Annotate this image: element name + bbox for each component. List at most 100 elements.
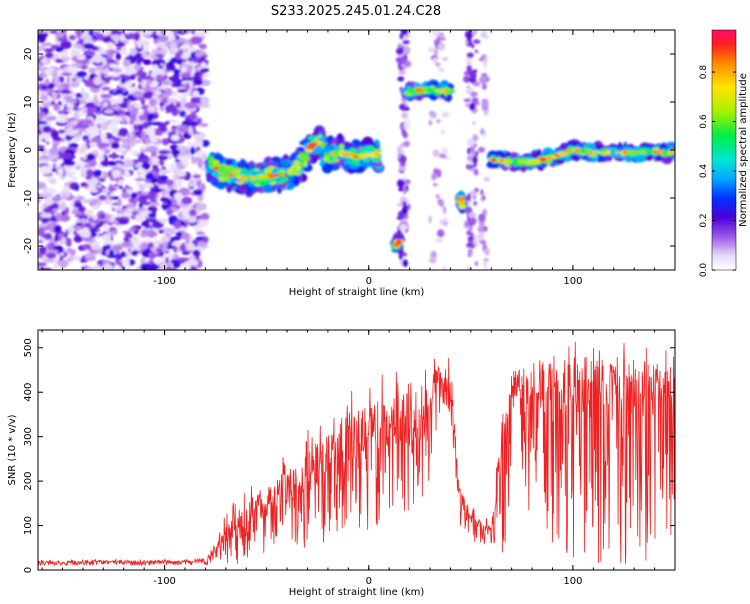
- spectrogram-cell: [59, 40, 72, 50]
- spectrogram-cell: [173, 185, 179, 190]
- spectrogram-cell: [201, 183, 206, 192]
- snr-y-tick-label: 100: [23, 516, 34, 535]
- spectrogram-cell: [173, 69, 180, 76]
- spectrogram-cell: [484, 248, 490, 256]
- spectrogram-cell: [52, 136, 62, 141]
- spectrogram-cell: [170, 241, 183, 247]
- spectrogram-cell: [175, 179, 183, 188]
- spectrogram-cell: [124, 232, 133, 239]
- spectrogram-cell: [91, 244, 101, 251]
- spectrogram-cell: [200, 212, 210, 221]
- spectrogram-cell: [106, 254, 119, 259]
- spectrogram-cell: [200, 139, 210, 147]
- spectrogram-cell: [469, 102, 476, 111]
- spectrogram-cell: [117, 198, 122, 207]
- spectrogram-cell: [196, 117, 203, 125]
- spectrogram-cell: [40, 95, 48, 101]
- spectrogram-cell: [106, 102, 113, 112]
- spectrogram-cell: [57, 259, 69, 267]
- spectrogram-cell: [129, 227, 137, 232]
- spectrogram-cell: [100, 69, 109, 74]
- spectrogram-cell: [470, 43, 475, 49]
- spectrogram-cell: [161, 138, 170, 146]
- spectrogram-cell: [80, 87, 86, 96]
- spectrogram-cell: [330, 152, 336, 156]
- spectrogram-cell: [120, 77, 126, 85]
- spectrogram-cell: [38, 144, 45, 149]
- spectrogram-cell: [142, 43, 150, 47]
- spectrogram-cell: [196, 149, 203, 159]
- spectrogram-cell: [363, 158, 368, 163]
- spectrogram-cell: [142, 30, 154, 36]
- spectrogram-cell: [86, 266, 95, 270]
- spectrogram-cell: [195, 50, 202, 58]
- snr-series-line: [38, 341, 675, 567]
- spectrogram-cell: [74, 202, 83, 208]
- spectrogram-cell: [138, 114, 145, 121]
- spectrogram-cell: [316, 140, 322, 146]
- spectrogram-cell: [73, 235, 83, 243]
- spectrogram-cell: [268, 178, 275, 183]
- spectrogram-cell: [579, 149, 588, 154]
- spectrogram-cell: [401, 128, 407, 137]
- spectrogram-cell: [431, 172, 437, 181]
- spectrogram-cell: [533, 159, 541, 163]
- spectrogram-cell: [163, 250, 170, 254]
- snr-frame: [37, 329, 676, 571]
- spectrogram-cell: [100, 122, 110, 131]
- spectrogram-cell: [99, 214, 106, 220]
- spectrogram-cell: [110, 34, 121, 41]
- spectrogram-cell: [148, 107, 157, 113]
- spectrogram-cell: [81, 118, 93, 126]
- spectrogram-cell: [158, 229, 164, 234]
- spectrogram-cell: [132, 250, 139, 255]
- spectrogram-cell: [343, 153, 353, 157]
- spectrogram-cell: [327, 145, 335, 150]
- spectrogram-cell: [373, 148, 383, 153]
- spectrogram-cell: [172, 262, 181, 268]
- spectrogram-cell: [198, 219, 210, 227]
- spectrogram-cell: [142, 182, 154, 189]
- spectrogram-cell: [466, 52, 474, 59]
- spectrogram-cell: [185, 64, 194, 71]
- spectrogram-cell: [40, 85, 47, 91]
- spectrogram-cell: [399, 33, 404, 40]
- spectrogram-cell: [49, 178, 57, 185]
- spectrogram-cell: [38, 228, 45, 236]
- snr-y-tick-label: 200: [23, 472, 34, 491]
- spectrogram-cell: [68, 34, 77, 41]
- spectrogram-cell: [129, 113, 137, 122]
- spectrogram-cell: [181, 196, 193, 205]
- spectrogram-cell: [44, 116, 57, 121]
- spectrogram-cell: [156, 247, 163, 254]
- spectrogram-cell: [86, 139, 91, 149]
- spectrogram-cell: [79, 35, 88, 40]
- spectrogram-cell: [652, 151, 658, 154]
- spectrogram-cell: [359, 147, 365, 155]
- spectrogram-cell: [147, 206, 158, 213]
- spectrogram-cell: [98, 194, 107, 201]
- spectrogram-cell: [38, 120, 48, 125]
- spectrogram-cell: [344, 157, 349, 165]
- spectrogram-cell: [147, 212, 156, 218]
- spectrogram-cell: [398, 165, 406, 172]
- spectrogram-y-tick-label: 0: [23, 147, 34, 153]
- spectrogram-cell: [140, 158, 150, 162]
- spectrogram-cell: [38, 262, 47, 267]
- spectrogram-cell: [177, 133, 184, 143]
- spectrogram-cell: [125, 203, 137, 208]
- spectrogram-cell: [168, 119, 178, 123]
- spectrogram-cell: [201, 163, 206, 172]
- figure-title: S233.2025.245.01.24.C28: [271, 4, 441, 19]
- spectrogram-cell: [181, 251, 191, 255]
- spectrogram-cell: [91, 204, 100, 210]
- spectrogram-cell: [177, 257, 190, 262]
- spectrogram-cell: [126, 68, 138, 75]
- spectrogram-cell: [61, 237, 66, 246]
- spectrogram-cell: [189, 181, 194, 188]
- spectrogram-cell: [478, 76, 487, 84]
- spectrogram-cell: [83, 43, 95, 50]
- spectrogram-cell: [304, 149, 313, 153]
- spectrogram-cell: [373, 159, 383, 168]
- spectrogram-cell: [39, 132, 51, 140]
